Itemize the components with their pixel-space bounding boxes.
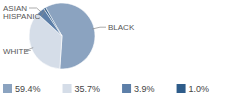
pie-slice [44,7,62,36]
pie-slice [29,14,62,69]
slice-label: WHITE [3,47,29,56]
pie-slice [38,9,62,36]
leader-line [26,48,33,51]
legend-label: 59.4% [15,84,41,94]
leader-line [41,10,45,16]
slice-label: BLACK [108,23,135,32]
legend-swatch [63,84,72,93]
legend-label: 3.9% [134,84,155,94]
legend-swatch [177,84,186,93]
slice-label: HISPANIC [3,12,40,21]
chart: BLACKWHITEASIANHISPANIC59.4%35.7%3.9%1.0… [0,0,240,100]
legend: 59.4% 35.7% 3.9% 1.0% [3,84,209,94]
legend-swatch [122,84,131,93]
legend-label: 1.0% [189,84,210,94]
leader-line [92,27,106,29]
legend-swatch [3,84,12,93]
legend-label: 35.7% [75,84,101,94]
